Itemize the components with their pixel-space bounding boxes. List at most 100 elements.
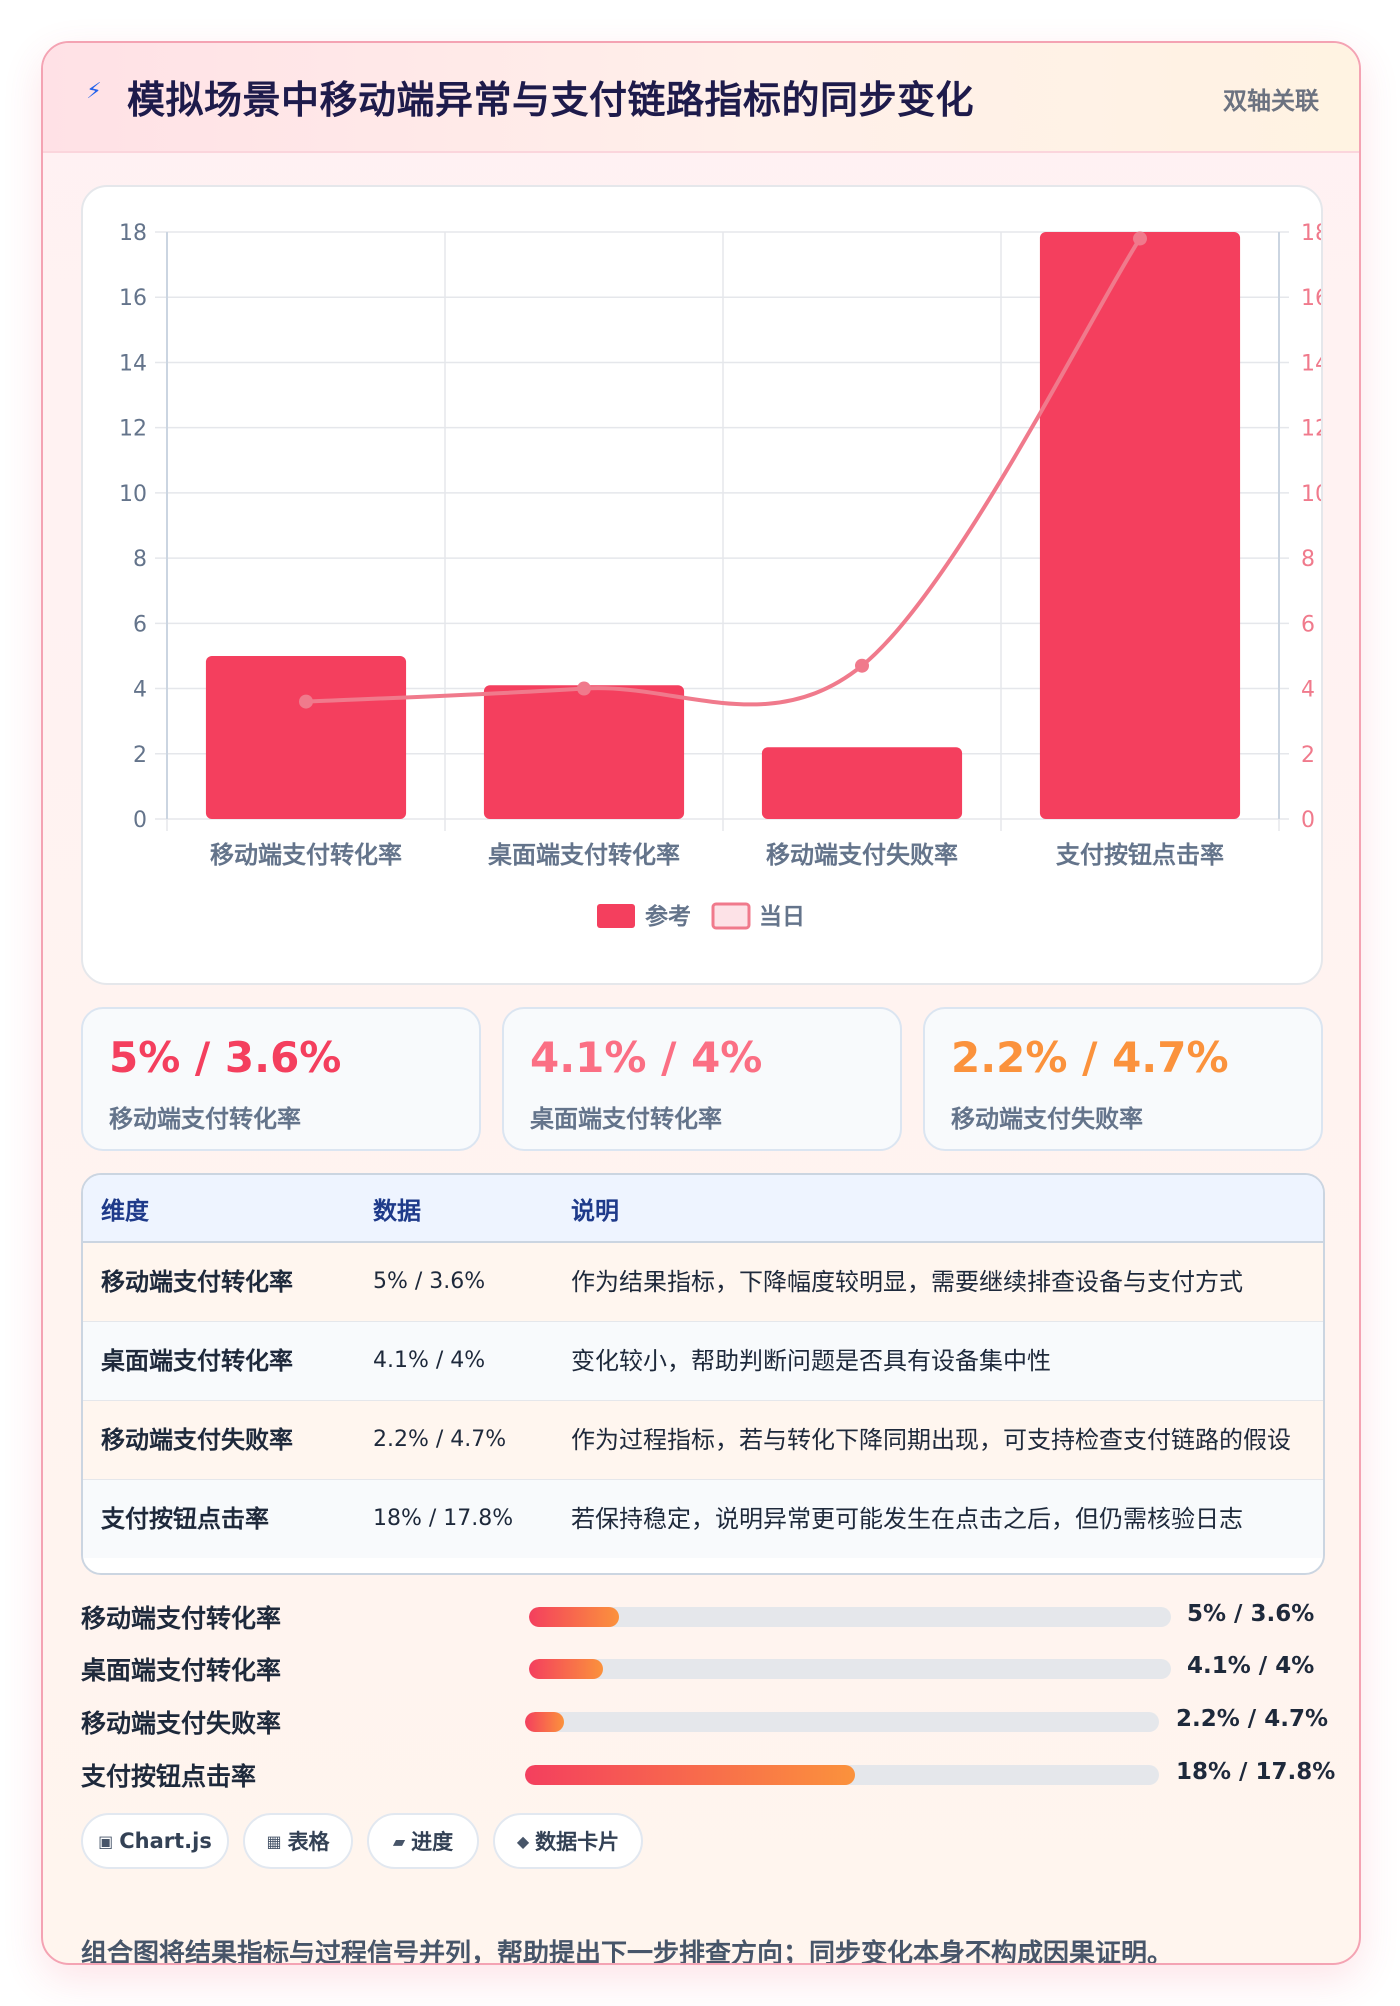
cell-dimension: 移动端支付转化率 [83,1242,355,1322]
line-point [299,694,313,709]
line-point [577,681,591,696]
cell-data: 2.2% / 4.7% [355,1400,553,1480]
cell-description: 作为过程指标，若与转化下降同期出现，可支持检查支付链路的假设 [553,1400,1323,1480]
stat-label: 移动端支付失败率 [951,1105,1143,1133]
y-left-tick-label: 4 [133,678,147,703]
lightning-icon: ⚡ [86,79,102,104]
table-row: 移动端支付转化率 5% / 3.6% 作为结果指标，下降幅度较明显，需要继续排查… [83,1242,1323,1322]
progress-row: 移动端支付转化率 5% / 3.6% [81,1597,1321,1637]
stat-value: 2.2% / 4.7% [951,1033,1229,1082]
stat-card-mobile-conversion: 5% / 3.6% 移动端支付转化率 [81,1007,481,1151]
progress-value: 5% / 3.6% [1187,1601,1315,1627]
y-right-tick-label: 14 [1301,351,1321,376]
y-left-tick-label: 10 [119,482,147,507]
progress-track [529,1659,1171,1679]
metrics-table: 维度 数据 说明 移动端支付转化率 5% / 3.6% 作为结果指标，下降幅度较… [81,1173,1325,1575]
chip-data-card[interactable]: ◆ 数据卡片 [493,1813,643,1869]
x-tick-label: 移动端支付失败率 [766,841,958,869]
progress-fill [529,1659,603,1679]
x-tick-label: 支付按钮点击率 [1056,841,1224,869]
table-row: 桌面端支付转化率 4.1% / 4% 变化较小，帮助判断问题是否具有设备集中性 [83,1321,1323,1401]
stat-value: 4.1% / 4% [530,1033,763,1082]
y-left-tick-label: 0 [133,808,147,833]
progress-track [529,1607,1171,1627]
progress-label: 支付按钮点击率 [81,1762,257,1791]
progress-label: 移动端支付转化率 [81,1604,282,1633]
footer-note: 组合图将结果指标与过程信号并列，帮助提出下一步排查方向；同步变化本身不构成因果证… [81,1939,1174,1965]
chip-progress[interactable]: ▰ 进度 [367,1813,479,1869]
progress-fill [529,1607,619,1627]
y-right-tick-label: 4 [1301,678,1315,703]
progress-fill [525,1765,855,1785]
cell-description: 若保持稳定，说明异常更可能发生在点击之后，但仍需核验日志 [553,1479,1323,1558]
chart-icon: ▣ [98,1831,114,1851]
table-row: 移动端支付失败率 2.2% / 4.7% 作为过程指标，若与转化下降同期出现，可… [83,1400,1323,1480]
chip-label: 表格 [287,1830,330,1854]
progress-label: 桌面端支付转化率 [81,1656,282,1685]
chip-label: Chart.js [119,1829,212,1853]
cell-data: 18% / 17.8% [355,1479,553,1558]
column-header-dimension: 维度 [83,1175,355,1243]
bar [483,685,685,819]
progress-value: 4.1% / 4% [1187,1653,1315,1679]
stat-value: 5% / 3.6% [109,1033,342,1082]
y-left-tick-label: 18 [119,221,147,246]
x-tick-label: 桌面端支付转化率 [488,841,680,869]
header-tag: 双轴关联 [1223,87,1319,115]
stat-label: 桌面端支付转化率 [530,1105,722,1133]
y-right-tick-label: 0 [1301,808,1315,833]
progress-row: 移动端支付失败率 2.2% / 4.7% [81,1702,1328,1742]
x-tick-label: 移动端支付转化率 [210,841,402,869]
header: ⚡ 模拟场景中移动端异常与支付链路指标的同步变化 双轴关联 [43,43,1359,153]
cell-dimension: 桌面端支付转化率 [83,1321,355,1401]
legend-label-reference: 参考 [645,903,691,930]
cell-description: 作为结果指标，下降幅度较明显，需要继续排查设备与支付方式 [553,1242,1323,1322]
y-right-tick-label: 16 [1301,286,1321,311]
cell-data: 4.1% / 4% [355,1321,553,1401]
y-right-tick-label: 12 [1301,417,1321,442]
y-left-tick-label: 2 [133,743,147,768]
y-right-tick-label: 6 [1301,612,1315,637]
table-header-row: 维度 数据 说明 [83,1175,1323,1243]
chart-panel: 0 2 4 6 8 10 12 14 16 18 0 2 4 6 8 10 12 14 16 18 移动端支付转化率 桌面… [81,185,1323,985]
cell-description: 变化较小，帮助判断问题是否具有设备集中性 [553,1321,1323,1401]
y-right-tick-label: 10 [1301,482,1321,507]
y-right-tick-label: 2 [1301,743,1315,768]
page-title: 模拟场景中移动端异常与支付链路指标的同步变化 [127,78,975,122]
table-icon: ▦ [266,1831,282,1851]
column-header-description: 说明 [553,1175,1323,1243]
y-left-tick-label: 8 [133,547,147,572]
y-left-tick-label: 12 [119,417,147,442]
chip-table[interactable]: ▦ 表格 [243,1813,353,1869]
report-card: ⚡ 模拟场景中移动端异常与支付链路指标的同步变化 双轴关联 0 2 4 6 8 10 12 1… [41,41,1361,1965]
table-row: 支付按钮点击率 18% / 17.8% 若保持稳定，说明异常更可能发生在点击之后… [83,1479,1323,1558]
y-left-tick-label: 6 [133,612,147,637]
stat-label: 移动端支付转化率 [109,1105,301,1133]
y-left-tick-label: 16 [119,286,147,311]
chip-chartjs[interactable]: ▣ Chart.js [81,1813,229,1869]
legend-swatch-current-day [711,902,751,930]
legend-label-current-day: 当日 [759,904,805,930]
chip-label: 数据卡片 [535,1830,620,1854]
card-icon: ◆ [516,1831,530,1851]
progress-value: 2.2% / 4.7% [1176,1706,1328,1732]
stat-card-mobile-failure: 2.2% / 4.7% 移动端支付失败率 [923,1007,1323,1151]
column-header-data: 数据 [355,1175,553,1243]
progress-value: 18% / 17.8% [1176,1759,1336,1785]
stat-card-desktop-conversion: 4.1% / 4% 桌面端支付转化率 [502,1007,902,1151]
legend-swatch-reference [597,904,635,928]
line-series-current-day [305,237,1142,707]
progress-label: 移动端支付失败率 [81,1709,282,1738]
progress-track [525,1765,1159,1785]
y-right-tick-label: 8 [1301,547,1315,572]
bar [761,747,963,819]
cell-data: 5% / 3.6% [355,1242,553,1322]
line-point [855,658,869,673]
bar [1039,232,1241,819]
progress-fill [525,1712,565,1732]
progress-row: 支付按钮点击率 18% / 17.8% [81,1755,1335,1795]
cell-dimension: 支付按钮点击率 [83,1479,355,1558]
bar [205,655,407,819]
y-right-tick-label: 18 [1301,221,1321,246]
combo-chart: 0 2 4 6 8 10 12 14 16 18 0 2 4 6 8 10 12 14 16 18 移动端支付转化率 桌面… [119,221,1321,930]
